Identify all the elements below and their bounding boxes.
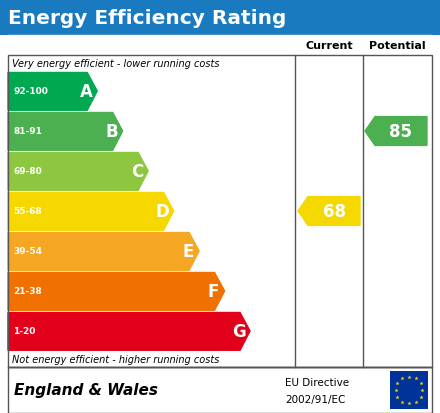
- Polygon shape: [8, 233, 199, 271]
- Text: Very energy efficient - lower running costs: Very energy efficient - lower running co…: [12, 59, 220, 69]
- Text: Energy Efficiency Rating: Energy Efficiency Rating: [8, 9, 286, 27]
- Bar: [8, 367, 432, 413]
- Text: F: F: [208, 282, 219, 300]
- Text: Potential: Potential: [369, 41, 426, 51]
- Text: 68: 68: [323, 202, 345, 221]
- Polygon shape: [8, 273, 224, 311]
- Text: England & Wales: England & Wales: [14, 382, 158, 398]
- Text: C: C: [131, 163, 143, 180]
- Bar: [363, 36, 432, 56]
- Text: 1-20: 1-20: [13, 327, 35, 336]
- Text: B: B: [106, 123, 118, 141]
- Polygon shape: [8, 113, 123, 151]
- Text: Not energy efficient - higher running costs: Not energy efficient - higher running co…: [12, 354, 220, 364]
- Text: 69-80: 69-80: [13, 167, 42, 176]
- Text: E: E: [183, 242, 194, 260]
- Text: EU Directive: EU Directive: [285, 377, 349, 387]
- Text: 92-100: 92-100: [13, 87, 48, 96]
- Text: Current: Current: [305, 41, 353, 51]
- Polygon shape: [8, 74, 97, 111]
- Text: 81-91: 81-91: [13, 127, 42, 136]
- Bar: [390, 371, 428, 409]
- Text: A: A: [80, 83, 93, 101]
- Text: 85: 85: [389, 123, 413, 141]
- Bar: [8, 56, 432, 367]
- Polygon shape: [8, 313, 250, 350]
- Bar: [295, 36, 363, 56]
- Polygon shape: [298, 197, 360, 226]
- Text: 55-68: 55-68: [13, 207, 42, 216]
- Polygon shape: [8, 153, 148, 191]
- Polygon shape: [365, 117, 427, 146]
- Text: 2002/91/EC: 2002/91/EC: [285, 394, 345, 404]
- Polygon shape: [8, 193, 174, 231]
- Text: 21-38: 21-38: [13, 287, 42, 296]
- Bar: [8, 36, 295, 56]
- Text: G: G: [232, 322, 246, 340]
- Text: D: D: [156, 202, 169, 221]
- Bar: [0, 0, 440, 36]
- Text: 39-54: 39-54: [13, 247, 42, 256]
